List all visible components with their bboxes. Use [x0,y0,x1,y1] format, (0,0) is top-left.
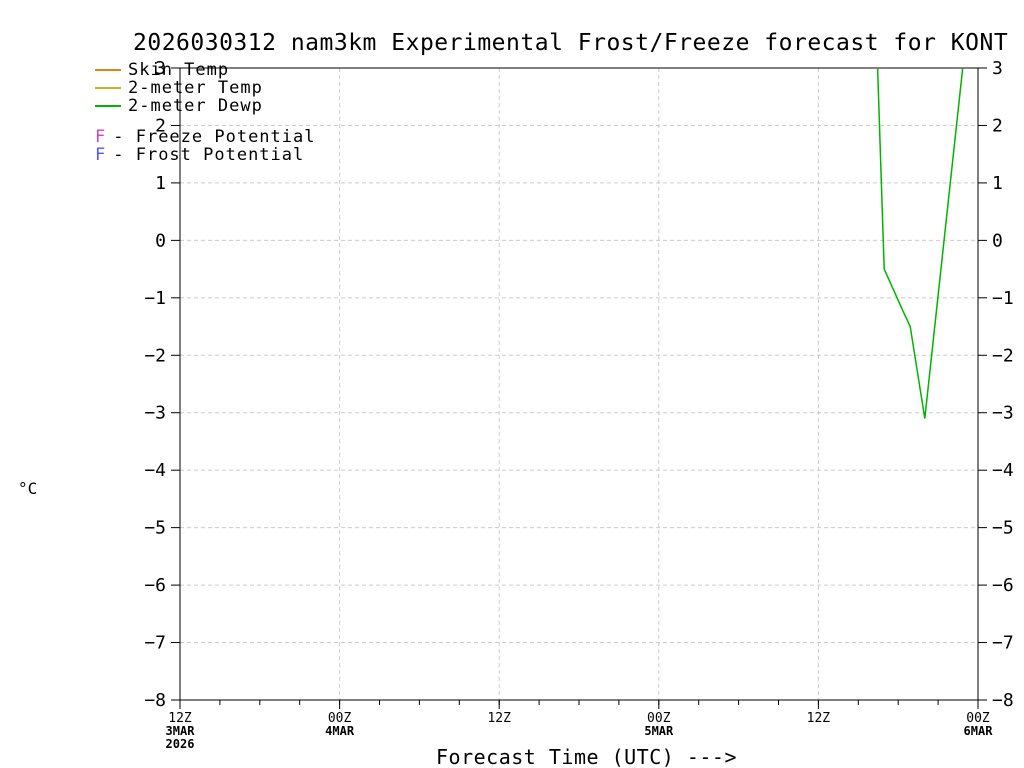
legend-label-freeze-potential: - Freeze Potential [113,127,316,147]
y-tick-label-left: −6 [144,575,166,596]
x-axis-label: Forecast Time (UTC) ---> [436,745,737,768]
y-tick-label-left: 2 [155,115,166,136]
y-tick-label-right: −3 [992,403,1014,424]
y-tick-label-left: −8 [144,690,166,711]
y-tick-label-left: −5 [144,518,166,539]
x-tick-label: 12Z [168,711,192,726]
skin-temp-line-swatch [95,69,121,71]
x-tick-label: 00Z [328,711,352,726]
y-tick-label-left: −3 [144,403,166,424]
legend-item-2m-dewp: 2-meter Dewp [95,96,263,116]
x-tick-label: 00Z [966,711,990,726]
y-tick-label-right: −1 [992,288,1014,309]
frost-potential-flag: F [95,145,107,165]
y-tick-label-left: −4 [144,460,166,481]
legend-label-skin-temp: Skin Temp [128,60,230,80]
y-tick-label-left: 3 [155,58,166,79]
x-tick-sublabel: 3MAR [166,724,196,738]
x-tick-sublabel: 5MAR [644,724,674,738]
y-tick-label-right: 0 [992,230,1003,251]
x-tick-sublabel: 6MAR [964,724,994,738]
freeze-potential-flag: F [95,127,107,147]
legend-item-frost-potential: F - Frost Potential [95,145,304,165]
y-tick-label-right: −8 [992,690,1014,711]
2m-temp-line-swatch [95,87,121,89]
y-tick-label-right: 2 [992,115,1003,136]
page-title: 2026030312 nam3km Experimental Frost/Fre… [133,30,1009,56]
legend-label-2m-dewp: 2-meter Dewp [128,96,263,116]
legend-item-freeze-potential: F - Freeze Potential [95,127,315,147]
y-tick-label-right: −7 [992,633,1014,654]
y-tick-label-left: 0 [155,230,166,251]
x-tick-label: 12Z [807,711,831,726]
y-tick-label-left: −2 [144,345,166,366]
y-tick-label-right: 3 [992,58,1003,79]
legend-item-skin-temp: Skin Temp [95,60,229,80]
y-axis-label: °C [18,479,38,498]
x-tick-label: 00Z [647,711,671,726]
x-tick-label: 12Z [487,711,511,726]
legend-item-2m-temp: 2-meter Temp [95,78,263,98]
y-tick-label-left: −1 [144,288,166,309]
y-tick-label-right: −4 [992,460,1014,481]
y-tick-label-right: −6 [992,575,1014,596]
legend-label-frost-potential: - Frost Potential [113,145,305,165]
2m-dewp-line-swatch [95,105,121,107]
y-tick-label-right: −2 [992,345,1014,366]
y-tick-label-left: −7 [144,633,166,654]
plot-border [179,67,979,701]
y-tick-label-left: 1 [155,173,166,194]
y-tick-label-right: −5 [992,518,1014,539]
x-tick-sublabel: 4MAR [325,724,355,738]
y-tick-label-right: 1 [992,173,1003,194]
legend-label-2m-temp: 2-meter Temp [128,78,263,98]
series-2-meter-dewp [876,67,964,419]
x-tick-sublabel: 2026 [166,737,195,751]
